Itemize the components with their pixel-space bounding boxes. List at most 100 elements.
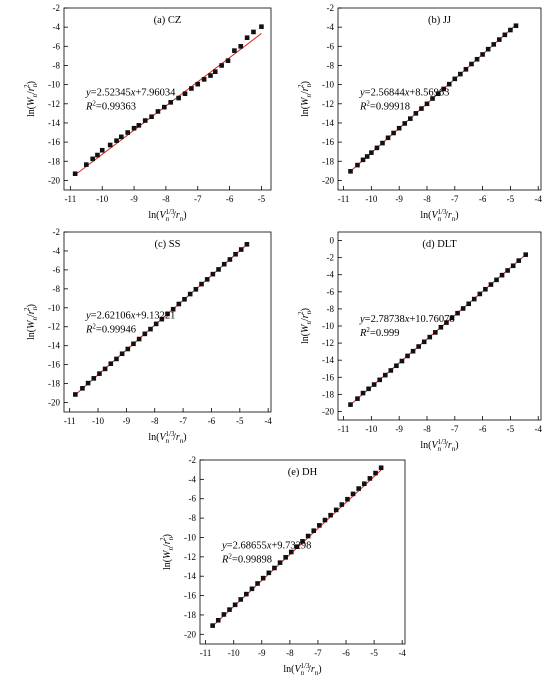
ylabel-slash: / (162, 544, 173, 547)
xlabel-v: V (160, 432, 168, 443)
data-point (391, 130, 396, 136)
data-point (446, 81, 452, 87)
xlabel-sub: n (301, 669, 305, 677)
data-point (221, 261, 227, 267)
x-tick-label: -5 (370, 648, 378, 658)
data-point (244, 35, 250, 40)
data-point (176, 95, 181, 101)
data-point (348, 169, 353, 174)
xlabel-ln: ln( (420, 440, 432, 451)
r2-symbol: R (359, 328, 367, 339)
data-point (91, 376, 97, 381)
data-point (485, 46, 491, 52)
data-point (510, 263, 516, 269)
data-point (460, 306, 466, 311)
ylabel-close: ) (300, 81, 311, 84)
data-point (360, 157, 366, 163)
y-tick-label: -2 (53, 227, 61, 237)
data-point (155, 109, 161, 114)
xlabel-sub: n (438, 215, 442, 223)
plot-frame (63, 231, 272, 413)
xlabel-slash: / (173, 432, 176, 443)
data-point (366, 386, 371, 392)
r2-value: =0.99918 (370, 101, 410, 112)
ylabel-w: W (162, 549, 173, 559)
data-point (232, 602, 238, 608)
x-tick-label: -4 (534, 424, 542, 434)
data-point (441, 86, 446, 92)
data-point (399, 358, 405, 364)
r2-symbol: R (85, 324, 93, 335)
xlabel-v: V (160, 210, 168, 221)
ylabel-close: ) (300, 308, 311, 311)
data-point (277, 560, 283, 565)
data-point (162, 104, 167, 110)
ylabel-ln: ln( (162, 558, 173, 570)
data-point (97, 371, 102, 376)
data-point (227, 257, 233, 262)
y-tick-label: -20 (322, 175, 334, 185)
data-point (339, 502, 345, 507)
data-point (72, 171, 78, 177)
data-point (430, 96, 435, 101)
y-axis-label: ln(Wn/rn2) (23, 81, 39, 117)
plot-frame (63, 7, 272, 191)
data-point (421, 339, 427, 345)
xlabel-sub2: n (452, 445, 456, 453)
data-point (195, 81, 201, 87)
data-point (348, 402, 353, 407)
x-tick-label: -7 (314, 648, 322, 658)
data-point (410, 348, 416, 354)
xlabel-ln: ln( (283, 664, 295, 675)
data-point (333, 507, 339, 513)
x-tick-label: -8 (162, 194, 170, 204)
y-tick-label: -12 (322, 99, 334, 109)
xlabel-sub: n (166, 215, 170, 223)
data-point (149, 114, 154, 120)
data-point (187, 291, 193, 297)
xlabel-ln: ln( (420, 210, 432, 221)
data-point (477, 291, 483, 297)
data-point (516, 258, 522, 263)
equation-intercept: +7.96034 (135, 87, 176, 98)
xlabel-close: ) (183, 210, 186, 221)
x-tick-label: -9 (130, 194, 138, 204)
data-point (221, 612, 227, 617)
data-point (238, 597, 244, 602)
y-tick-label: -20 (48, 175, 60, 185)
data-point (219, 63, 224, 68)
equation-x: x (404, 87, 410, 98)
ylabel-sup: 2 (297, 84, 305, 88)
y-tick-label: -14 (322, 118, 334, 128)
equation-slope: =2.78738 (365, 314, 405, 325)
data-point (494, 277, 499, 283)
data-point (136, 123, 142, 128)
xlabel-r: r (176, 432, 180, 443)
y-tick-label: -8 (327, 60, 335, 70)
x-tick-label: -4 (398, 648, 406, 658)
r-squared: R2=0.99918 (359, 99, 410, 112)
data-point (119, 351, 125, 357)
data-point (210, 623, 215, 628)
y-tick-label: -20 (184, 629, 196, 639)
data-point (210, 271, 216, 277)
data-point (182, 296, 187, 302)
equation-intercept: +9.73298 (271, 540, 311, 551)
data-point (350, 491, 356, 497)
y-tick-label: -12 (48, 322, 60, 332)
xlabel-sub2: n (315, 669, 319, 677)
y-tick-label: -10 (322, 321, 334, 331)
x-tick-label: -10 (228, 648, 240, 658)
data-point (131, 341, 136, 347)
ylabel-sub2: n (305, 310, 313, 314)
data-point (380, 140, 385, 146)
equation-x: x (130, 310, 136, 321)
x-axis-label: ln(V1/3 n/rn) (420, 438, 458, 453)
r2-exponent: 2 (92, 322, 96, 330)
chart-panel-1: -11 -10 -9 -8 -7 -6 -5 -20 -18 -16 -14 -12 -10 -8 -6 -4… (23, 3, 272, 223)
data-point (168, 100, 173, 105)
y-tick-label: -4 (327, 270, 335, 280)
data-point (480, 52, 485, 57)
xlabel-v: V (295, 664, 303, 675)
xlabel-sup: 1/3 (166, 208, 175, 216)
